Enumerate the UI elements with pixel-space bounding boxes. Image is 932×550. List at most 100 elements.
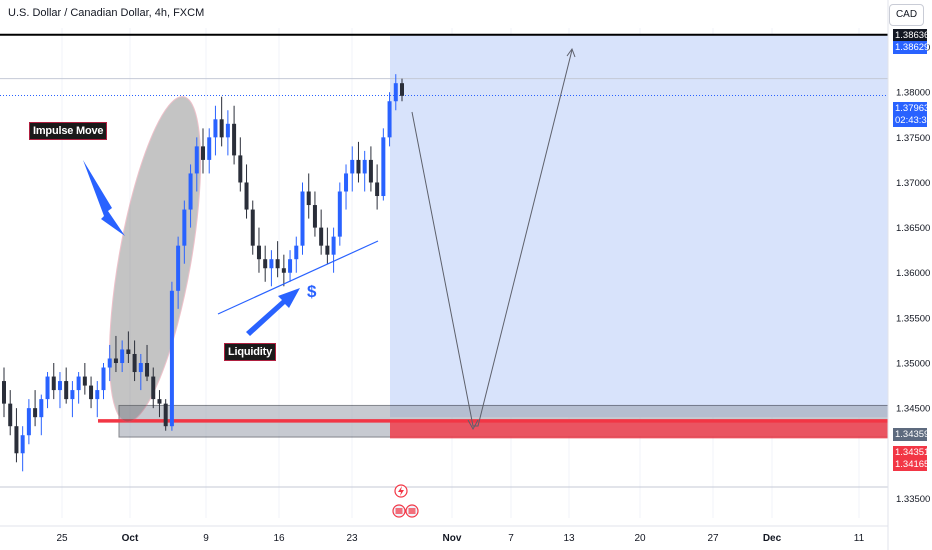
candle-body xyxy=(300,191,305,246)
target-zone xyxy=(390,34,888,418)
candle-body xyxy=(39,399,44,418)
projection-arrow-down xyxy=(467,419,479,431)
liquidity-arrow-icon xyxy=(246,288,300,336)
candle-body xyxy=(95,390,100,400)
us-flag-event-icon xyxy=(395,508,403,514)
price-tick-label: 1.36500 xyxy=(896,223,930,234)
price-tick-label: 1.35500 xyxy=(896,313,930,324)
time-tick-label: 20 xyxy=(634,533,646,544)
candle-body xyxy=(14,426,19,454)
candle-body xyxy=(375,182,380,197)
time-tick-label: Dec xyxy=(763,533,782,544)
candle-body xyxy=(288,259,293,273)
candle-body xyxy=(26,408,31,436)
time-tick-label: 27 xyxy=(707,533,719,544)
candle-body xyxy=(45,376,50,400)
candle-body xyxy=(281,268,286,273)
stop-price-tag-1: 1.34351 xyxy=(893,446,930,459)
candle-body xyxy=(145,363,150,377)
price-tick-label: 1.33500 xyxy=(896,494,930,505)
price-tick-label: 1.37000 xyxy=(896,178,930,189)
candle-body xyxy=(225,123,230,138)
candle-body xyxy=(8,403,13,427)
candle-body xyxy=(126,349,131,354)
entry-price-tag: 1.34359 xyxy=(893,428,930,441)
candle-body xyxy=(176,245,181,291)
candle-body xyxy=(213,119,218,138)
price-tick-label: 1.34500 xyxy=(896,404,930,415)
projection-path xyxy=(411,49,573,427)
candle-body xyxy=(138,363,143,373)
candle-body xyxy=(344,173,349,192)
time-tick-label: 11 xyxy=(854,533,865,544)
dollar-sign-label: $ xyxy=(307,282,317,301)
candle-body xyxy=(312,205,317,228)
candle-body xyxy=(319,227,324,246)
symbol-title: U.S. Dollar / Canadian Dollar, 4h, FXCM xyxy=(8,7,205,19)
candle-body xyxy=(350,159,355,174)
candle-body xyxy=(57,381,62,391)
candle-body xyxy=(194,146,199,174)
candle-body xyxy=(120,349,125,364)
countdown-tag: 02:43:34 xyxy=(893,114,932,127)
candle-body xyxy=(400,83,404,96)
candle-body xyxy=(20,435,25,454)
top-level-price-tag: 1.38636 xyxy=(893,29,930,42)
candle-body xyxy=(256,245,261,260)
price-tick-label: 1.36000 xyxy=(896,268,930,279)
liquidity-label: Liquidity xyxy=(224,343,277,361)
price-tick-label: 1.38000 xyxy=(896,88,930,99)
price-tick-label: 1.35000 xyxy=(896,359,930,370)
candle-body xyxy=(381,137,386,197)
time-tick-label: 13 xyxy=(563,533,575,544)
candle-body xyxy=(33,408,38,418)
candle-body xyxy=(201,146,205,160)
candle-body xyxy=(250,209,255,246)
time-tick-label: 25 xyxy=(56,533,68,544)
candle-body xyxy=(107,358,112,368)
candle-body xyxy=(157,399,162,404)
candle-body xyxy=(169,290,174,427)
candle-body xyxy=(89,385,94,400)
candle-body xyxy=(113,358,118,364)
impulse-arrow-icon xyxy=(83,160,125,236)
candle-body xyxy=(188,173,193,210)
impulse-move-label: Impulse Move xyxy=(29,122,108,140)
candle-body xyxy=(219,119,224,138)
time-tick-label: 9 xyxy=(203,533,209,544)
candle-body xyxy=(263,259,268,269)
time-tick-label: 23 xyxy=(346,533,358,544)
candle-body xyxy=(337,191,342,237)
candle-body xyxy=(82,376,87,386)
candle-body xyxy=(356,159,361,174)
price-tick-label: 1.37500 xyxy=(896,133,930,144)
current-price-tag: 1.37963 xyxy=(893,102,930,115)
projection-arrow-up xyxy=(566,47,576,58)
candle-body xyxy=(182,209,187,246)
candle-body xyxy=(244,182,249,210)
candle-body xyxy=(51,376,56,391)
stop-price-tag-2: 1.34165 xyxy=(893,458,930,471)
candle-body xyxy=(269,259,274,269)
time-tick-label: 7 xyxy=(508,533,514,544)
candle-body xyxy=(306,191,311,206)
us-flag-event-icon xyxy=(408,508,416,514)
time-tick-label: 16 xyxy=(273,533,285,544)
currency-button[interactable]: CAD xyxy=(889,4,924,26)
candle-body xyxy=(151,376,156,400)
candle-body xyxy=(232,123,237,156)
candle-body xyxy=(70,390,75,400)
candle-body xyxy=(163,403,168,427)
candle-body xyxy=(101,367,106,391)
candle-body xyxy=(64,381,69,400)
candle-body xyxy=(331,236,336,255)
time-tick-label: Oct xyxy=(122,533,139,544)
candle-body xyxy=(76,376,81,391)
impulse-ellipse xyxy=(108,96,202,423)
candle-body xyxy=(393,83,398,102)
target-price-tag: 1.38629 xyxy=(893,41,930,54)
candle-body xyxy=(132,353,137,373)
candle-body xyxy=(238,155,243,183)
candle-body xyxy=(207,137,212,160)
